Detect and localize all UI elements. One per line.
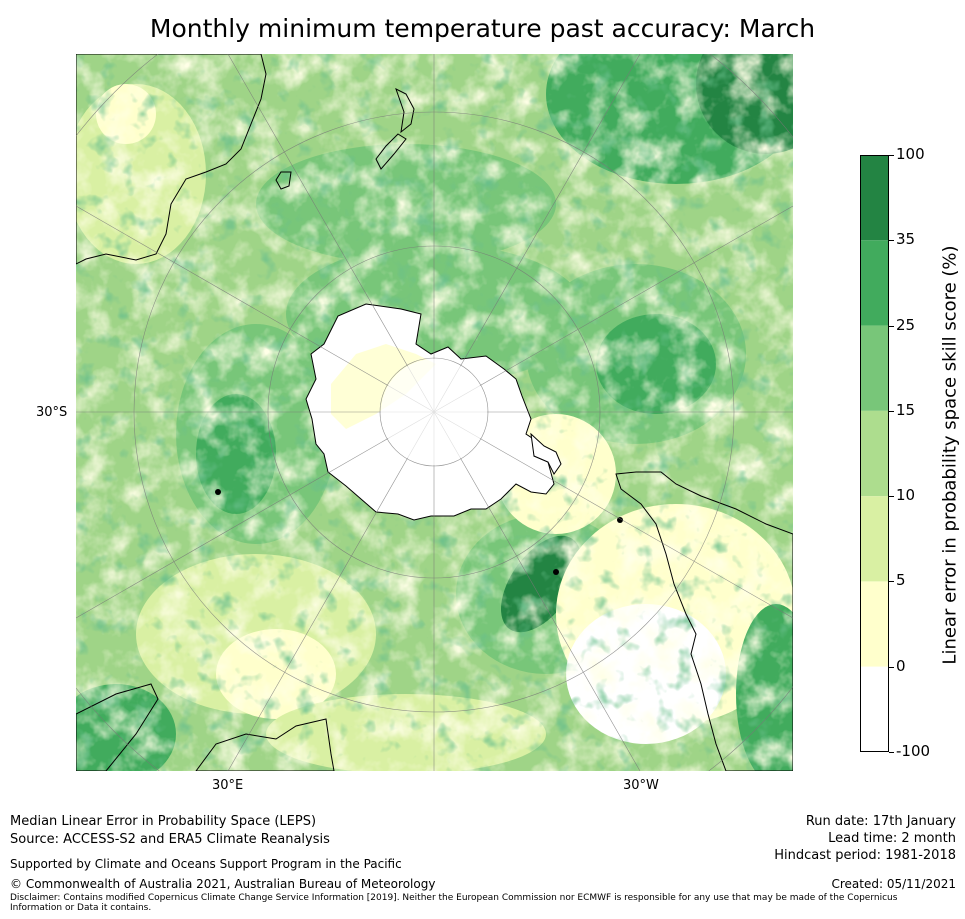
footer-support-line: Supported by Climate and Oceans Support …: [10, 857, 402, 871]
lon-label-30w: 30°W: [623, 778, 659, 793]
island: [617, 517, 623, 523]
colorbar-tick-label: 15: [896, 400, 916, 419]
footer-source-line: Source: ACCESS-S2 and ERA5 Climate Reana…: [10, 832, 330, 847]
colorbar: [860, 155, 889, 752]
antarctic-peninsula: [530, 432, 562, 475]
chart-title: Monthly minimum temperature past accurac…: [149, 14, 816, 43]
colorbar-tick-mark: [889, 325, 894, 327]
colorbar-segment: [860, 410, 889, 497]
tasmania-landmass: [275, 171, 292, 190]
colorbar-tick-label: 0: [896, 656, 906, 675]
footer-disclaimer: Disclaimer: Contains modified Copernicus…: [10, 893, 898, 913]
lead-time: Lead time: 2 month: [828, 831, 956, 846]
colorbar-tick-mark: [889, 581, 894, 583]
graticule: [76, 54, 793, 771]
colorbar-tick-mark: [889, 155, 894, 156]
colorbar-tick-mark: [889, 752, 894, 753]
colorbar-tick-mark: [889, 410, 894, 412]
colorbar-segment: [860, 666, 889, 752]
colorbar-border: [860, 155, 889, 752]
colorbar-segment: [860, 581, 889, 667]
island: [215, 489, 221, 495]
colorbar-tick-label: 100: [896, 145, 925, 163]
colorbar-segment: [860, 155, 889, 241]
colorbar-tick-label: 25: [896, 315, 916, 334]
australia-landmass: [76, 54, 267, 265]
south-america-landmass: [615, 471, 793, 771]
run-date: Run date: 17th January: [805, 814, 956, 829]
colorbar-tick-mark: [889, 496, 894, 498]
colorbar-tick-label: 35: [896, 230, 916, 249]
africa-landmass: [76, 683, 335, 771]
colorbar-tick-label: 10: [896, 486, 916, 505]
lon-label-30e: 30°E: [212, 778, 244, 793]
footer-leps-line: Median Linear Error in Probability Space…: [10, 814, 317, 829]
colorbar-tick-label: -100: [896, 742, 931, 760]
colorbar-tick-mark: [889, 240, 894, 242]
colorbar-tick-label: 5: [896, 571, 906, 590]
hindcast-period: Hindcast period: 1981-2018: [774, 848, 956, 863]
colorbar-segment: [860, 496, 889, 582]
new-zealand-landmass: [375, 88, 415, 170]
footer-copyright-line: © Commonwealth of Australia 2021, Austra…: [10, 877, 436, 891]
island: [553, 569, 559, 575]
polar-skill-map: [76, 54, 793, 771]
colorbar-label: Linear error in probability space skill …: [939, 245, 961, 665]
colorbar-segment: [860, 240, 889, 326]
lat-label-30s: 30°S: [36, 405, 68, 420]
created-date: Created: 05/11/2021: [831, 877, 956, 891]
colorbar-tick-mark: [889, 666, 894, 668]
colorbar-segment: [860, 325, 889, 411]
pole-cap: [381, 359, 487, 465]
